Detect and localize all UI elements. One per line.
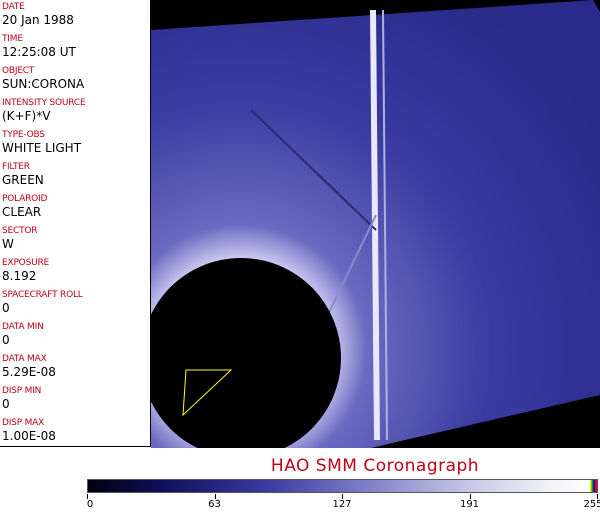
field-label: FILTER: [2, 162, 30, 172]
field-label: DISP MAX: [2, 418, 45, 428]
field-value: GREEN: [2, 173, 44, 187]
field-value: W: [2, 237, 14, 251]
field-label: TIME: [2, 34, 23, 44]
colorbar-tick-label: 127: [332, 499, 352, 510]
field-label: DISP MIN: [2, 386, 42, 396]
field-label: DATA MAX: [2, 354, 47, 364]
colorbar: [87, 479, 598, 493]
colorbar-tick-label: 191: [459, 499, 480, 510]
field-value: (K+F)*V: [2, 109, 51, 123]
field-value: 0: [2, 301, 10, 315]
chart-title: HAO SMM Coronagraph: [270, 456, 480, 476]
colorbar-tick-label: 0: [86, 499, 94, 510]
field-value: 5.29E-08: [2, 365, 56, 379]
field-label: SPACECRAFT ROLL: [2, 290, 83, 300]
field-label: INTENSITY SOURCE: [2, 98, 86, 108]
colorbar-tick: [597, 494, 598, 499]
field-label: EXPOSURE: [2, 258, 50, 268]
field-value: 0: [2, 397, 10, 411]
colorbar-tick: [87, 494, 88, 499]
colorbar-tick: [214, 494, 216, 499]
field-label: DATE: [2, 2, 25, 12]
field-label: POLAROID: [2, 194, 48, 204]
field-value: 0: [2, 333, 10, 347]
colorbar-tick-label: 255: [583, 499, 600, 510]
header-info-panel: DATE 20 Jan 1988 TIME 12:25:08 UT OBJECT SUN:…: [0, 0, 151, 447]
coronagraph-image: [141, 0, 600, 458]
field-label: DATA MIN: [2, 322, 44, 332]
field-value: 20 Jan 1988: [2, 13, 74, 27]
colorbar-tick-label: 63: [208, 499, 221, 510]
field-value: 1.00E-08: [2, 429, 56, 443]
field-label: TYPE-OBS: [2, 130, 45, 140]
field-label: OBJECT: [2, 66, 35, 76]
field-value: WHITE LIGHT: [2, 141, 82, 155]
field-value: SUN:CORONA: [2, 77, 85, 91]
field-value: 8.192: [2, 269, 37, 283]
colorbar-tick: [469, 494, 471, 499]
field-value: 12:25:08 UT: [2, 45, 76, 59]
colorbar-tick: [342, 494, 343, 499]
field-value: CLEAR: [2, 205, 42, 219]
field-label: SECTOR: [2, 226, 38, 236]
